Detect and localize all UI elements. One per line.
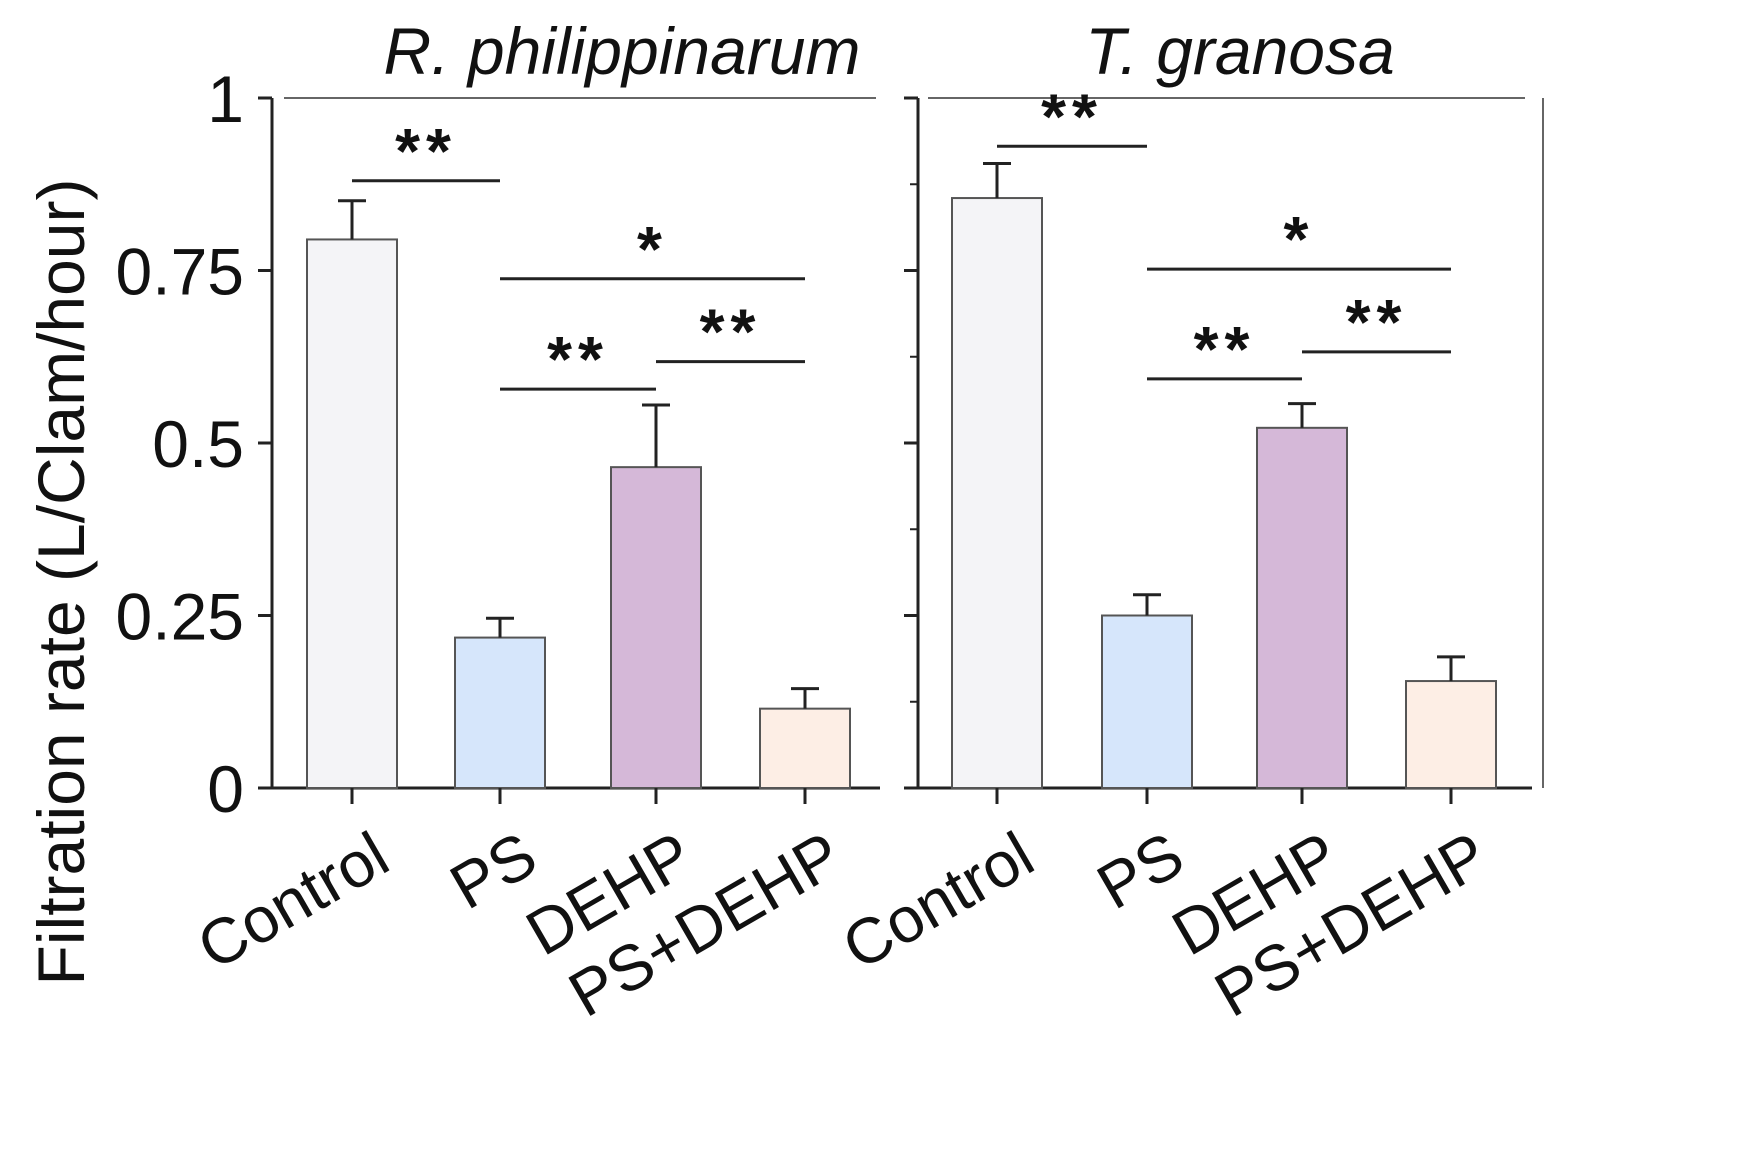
bar-ps xyxy=(454,636,546,790)
x-tick-label: Control xyxy=(186,818,401,984)
significance-label: ** xyxy=(1346,286,1408,358)
y-tick-label: 0.5 xyxy=(152,407,244,481)
bar-control xyxy=(951,197,1043,790)
significance-label: ** xyxy=(547,323,609,395)
y-tick-label: 0.25 xyxy=(116,580,244,654)
y-tick-label: 0 xyxy=(207,752,244,826)
significance-label: ** xyxy=(1194,313,1256,385)
bar-ps xyxy=(1101,614,1193,789)
y-tick-label: 0.75 xyxy=(116,235,244,309)
y-tick-label: 1 xyxy=(207,62,244,136)
significance-label: ** xyxy=(395,115,457,187)
x-tick-label: Control xyxy=(831,818,1046,984)
bar-dehp xyxy=(610,466,702,789)
bar-ps-dehp xyxy=(1405,680,1497,789)
y-axis-label: Filtration rate (L/Clam/hour) xyxy=(24,179,98,986)
significance-label: * xyxy=(1284,203,1315,275)
bar-dehp xyxy=(1256,426,1348,789)
significance-label: ** xyxy=(700,296,762,368)
bar-ps-dehp xyxy=(759,707,851,790)
significance-label: * xyxy=(637,213,668,285)
panel-title: T. granosa xyxy=(1085,14,1394,88)
significance-label: ** xyxy=(1041,80,1103,152)
bar-control xyxy=(306,238,398,789)
panel-title: R. philippinarum xyxy=(384,14,861,88)
